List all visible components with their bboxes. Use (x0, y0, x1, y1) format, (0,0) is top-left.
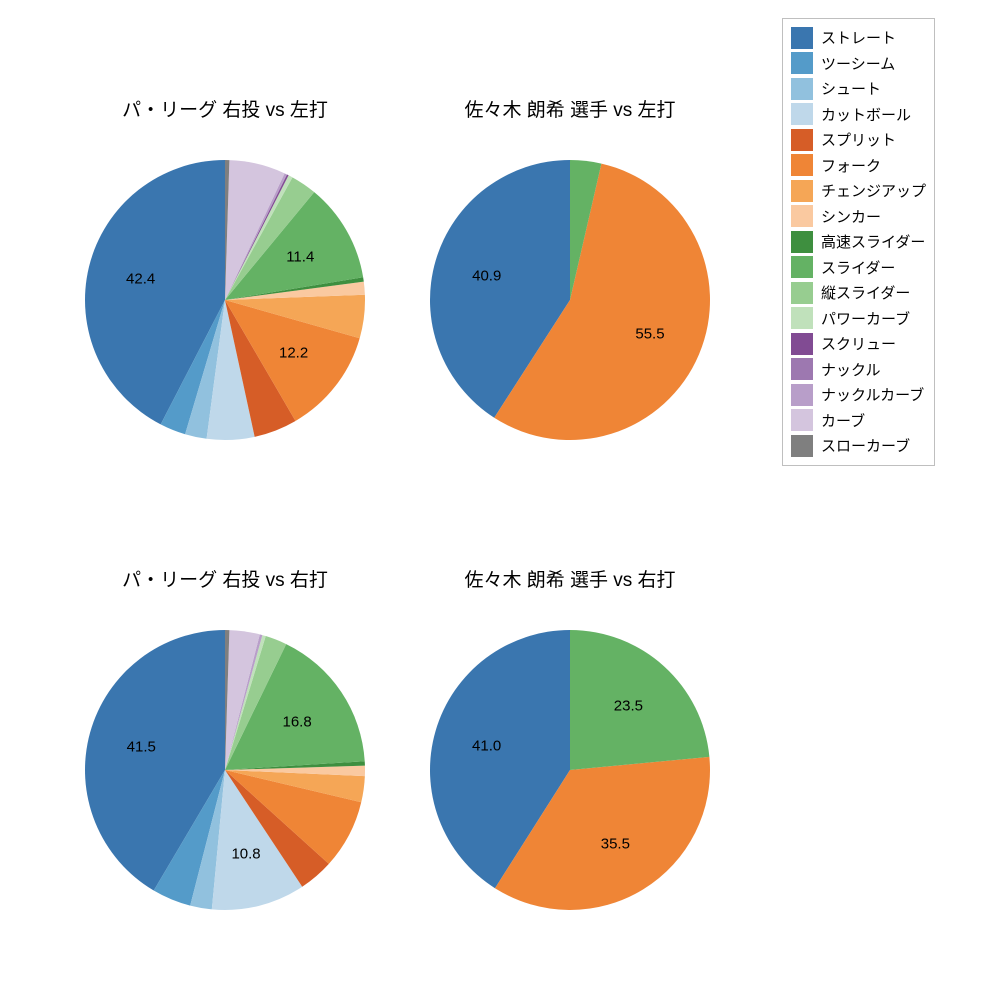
legend-label: ナックルカーブ (821, 384, 924, 405)
legend-label: スプリット (821, 129, 896, 150)
legend-label: 高速スライダー (821, 231, 925, 252)
legend-item: ツーシーム (791, 51, 926, 77)
pie-chart (83, 628, 367, 912)
legend-item: スプリット (791, 127, 926, 153)
legend-swatch (791, 78, 813, 100)
legend-swatch (791, 180, 813, 202)
legend-label: フォーク (821, 155, 881, 176)
pie-label: 16.8 (282, 713, 311, 730)
legend-label: 縦スライダー (821, 282, 910, 303)
legend-label: スローカーブ (821, 435, 910, 456)
legend-label: ツーシーム (821, 53, 895, 74)
pie-label: 55.5 (635, 325, 664, 342)
legend-item: カットボール (791, 102, 926, 128)
legend-label: チェンジアップ (821, 180, 926, 201)
legend-swatch (791, 103, 813, 125)
chart-title: 佐々木 朗希 選手 vs 右打 (420, 565, 720, 592)
legend-item: ストレート (791, 25, 926, 51)
legend-label: カットボール (821, 104, 911, 125)
legend-item: ナックルカーブ (791, 382, 926, 408)
legend-label: ナックル (821, 359, 881, 380)
legend-label: カーブ (821, 410, 865, 431)
chart-title: パ・リーグ 右投 vs 右打 (75, 565, 375, 592)
legend-item: 高速スライダー (791, 229, 926, 255)
legend-swatch (791, 282, 813, 304)
legend-label: シンカー (821, 206, 881, 227)
legend-swatch (791, 409, 813, 431)
legend-label: スクリュー (821, 333, 896, 354)
legend-item: パワーカーブ (791, 306, 926, 332)
legend-swatch (791, 205, 813, 227)
pie-label: 42.4 (126, 271, 155, 288)
legend-item: スクリュー (791, 331, 926, 357)
legend-item: スローカーブ (791, 433, 926, 459)
legend: ストレートツーシームシュートカットボールスプリットフォークチェンジアップシンカー… (782, 18, 935, 466)
legend-item: シュート (791, 76, 926, 102)
legend-swatch (791, 231, 813, 253)
pie-chart (428, 628, 712, 912)
pie-chart (428, 158, 712, 442)
legend-item: フォーク (791, 153, 926, 179)
pie-label: 41.5 (127, 739, 156, 756)
legend-swatch (791, 307, 813, 329)
pie-chart (83, 158, 367, 442)
legend-item: ナックル (791, 357, 926, 383)
legend-label: パワーカーブ (821, 308, 910, 329)
legend-swatch (791, 384, 813, 406)
legend-swatch (791, 154, 813, 176)
legend-swatch (791, 435, 813, 457)
legend-label: スライダー (821, 257, 895, 278)
chart-container: パ・リーグ 右投 vs 左打 42.4 12.2 11.4 佐々木 朗希 選手 vs 左… (0, 0, 1000, 1000)
legend-item: カーブ (791, 408, 926, 434)
pie-label: 40.9 (472, 267, 501, 284)
pie-label: 41.0 (472, 737, 501, 754)
legend-item: チェンジアップ (791, 178, 926, 204)
legend-swatch (791, 129, 813, 151)
legend-item: 縦スライダー (791, 280, 926, 306)
legend-item: シンカー (791, 204, 926, 230)
legend-label: ストレート (821, 27, 896, 48)
pie-label: 10.8 (231, 846, 260, 863)
legend-item: スライダー (791, 255, 926, 281)
legend-swatch (791, 27, 813, 49)
pie-label: 11.4 (286, 248, 314, 265)
chart-title: 佐々木 朗希 選手 vs 左打 (420, 95, 720, 122)
legend-swatch (791, 358, 813, 380)
pie-label: 12.2 (279, 345, 308, 362)
chart-title: パ・リーグ 右投 vs 左打 (75, 95, 375, 122)
pie-label: 35.5 (601, 836, 630, 853)
legend-swatch (791, 333, 813, 355)
pie-label: 23.5 (614, 697, 643, 714)
legend-swatch (791, 256, 813, 278)
legend-swatch (791, 52, 813, 74)
legend-label: シュート (821, 78, 881, 99)
